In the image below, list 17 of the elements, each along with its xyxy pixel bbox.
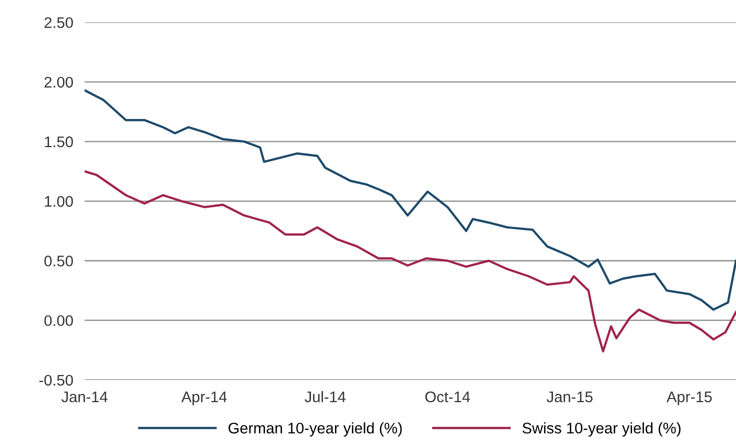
y-tick-label: 2.50 — [44, 17, 73, 28]
y-tick-label: 0.50 — [44, 256, 73, 266]
x-tick-label: Jul-14 — [304, 391, 346, 402]
y-tick-label: 0.00 — [44, 315, 73, 326]
x-tick-label: Oct-14 — [425, 391, 470, 402]
y-tick-label: 1.50 — [44, 136, 73, 148]
x-tick-label: Apr-14 — [181, 392, 227, 406]
x-tick-label: Apr-15 — [666, 392, 712, 406]
line-series — [84, 89, 736, 311]
legend-label: German 10-year yield (%) — [228, 422, 402, 437]
y-tick-label: -0.50 — [39, 374, 73, 386]
y-tick-label: 2.00 — [44, 76, 73, 88]
x-tick-label: Jan-14 — [62, 392, 108, 402]
legend-label: Swiss 10-year yield (%) — [522, 422, 681, 437]
y-tick-label: 1.00 — [44, 196, 73, 207]
x-tick-label: Jan-15 — [546, 392, 593, 402]
line-series — [84, 170, 736, 352]
